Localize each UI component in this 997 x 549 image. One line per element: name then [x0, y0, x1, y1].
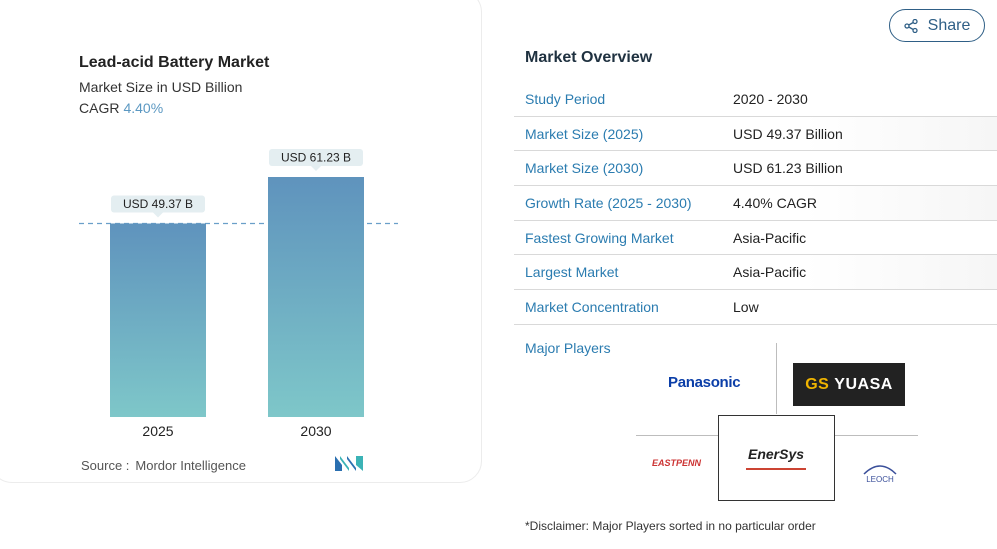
overview-value: Asia-Pacific	[733, 264, 807, 281]
overview-key[interactable]: Growth Rate (2025 - 2030)	[525, 194, 692, 211]
overview-row: Study Period 2020 - 2030	[514, 82, 997, 117]
share-button[interactable]: Share	[889, 9, 985, 42]
x-tick-label: 2025	[142, 423, 173, 439]
share-icon	[903, 18, 918, 33]
cagr-value: 4.40%	[123, 100, 164, 116]
overview-key[interactable]: Market Concentration	[525, 298, 659, 315]
major-players-grid: Panasonic GS YUASA EnerSys EASTPENN LEOC…	[636, 343, 918, 501]
chart-subtitle: Market Size in USD Billion	[79, 79, 243, 95]
overview-value: Low	[733, 298, 759, 315]
overview-row: Market Size (2025) USD 49.37 Billion	[514, 116, 997, 152]
overview-value: Asia-Pacific	[733, 229, 807, 246]
mordor-intelligence-logo	[335, 456, 363, 471]
data-label-bg	[269, 149, 363, 166]
data-label: USD 49.37 B	[123, 197, 193, 211]
source-label: Source :	[81, 458, 130, 473]
bar	[110, 223, 206, 417]
chart-source: Source : Mordor Intelligence	[81, 458, 246, 473]
bar-chart: USD 49.37 B 2025 USD 61.23 B 2030	[79, 149, 398, 439]
enersys-underline	[746, 468, 806, 470]
share-label: Share	[927, 16, 971, 34]
gs-yuasa-prefix: GS	[805, 375, 830, 393]
player-frame	[718, 415, 835, 501]
overview-row: Largest Market Asia-Pacific	[514, 255, 997, 291]
market-overview-title: Market Overview	[525, 49, 653, 66]
data-label: USD 61.23 B	[281, 151, 351, 165]
overview-value: USD 61.23 Billion	[733, 160, 843, 177]
eastpenn-logo[interactable]: EASTPENN	[652, 458, 702, 468]
overview-value: USD 49.37 Billion	[733, 125, 843, 142]
panasonic-logo[interactable]: Panasonic	[668, 374, 741, 391]
gs-yuasa-logo[interactable]: GS YUASA	[793, 363, 905, 406]
divider	[776, 343, 777, 414]
overview-row: Fastest Growing Market Asia-Pacific	[514, 221, 997, 256]
overview-value: 2020 - 2030	[733, 90, 808, 107]
x-tick-label: 2030	[300, 423, 331, 439]
enersys-logo[interactable]: EnerSys	[748, 446, 805, 462]
cagr-label: CAGR	[79, 100, 120, 116]
chart-cagr: CAGR 4.40%	[79, 100, 163, 116]
leoch-logo-text: LEOCH	[866, 475, 894, 484]
disclaimer: *Disclaimer: Major Players sorted in no …	[525, 519, 816, 533]
gs-yuasa-name: YUASA	[834, 375, 893, 393]
overview-row: Market Concentration Low	[514, 290, 997, 325]
market-size-chart-card	[0, 0, 482, 483]
leoch-logo[interactable]: LEOCH	[858, 460, 902, 486]
overview-key[interactable]: Market Size (2025)	[525, 125, 644, 142]
overview-key[interactable]: Fastest Growing Market	[525, 229, 674, 246]
overview-row: Growth Rate (2025 - 2030) 4.40% CAGR	[514, 186, 997, 221]
overview-value: 4.40% CAGR	[733, 194, 818, 211]
data-label-pointer	[153, 212, 163, 218]
overview-row: Market Size (2030) USD 61.23 Billion	[514, 151, 997, 187]
market-overview-table: Study Period 2020 - 2030 Market Size (20…	[514, 82, 997, 325]
data-label-pointer	[311, 166, 321, 171]
data-label-bg	[111, 195, 205, 213]
overview-key[interactable]: Study Period	[525, 90, 606, 107]
overview-key[interactable]: Market Size (2030)	[525, 160, 644, 177]
chart-title: Lead-acid Battery Market	[79, 54, 270, 71]
source-value: Mordor Intelligence	[135, 458, 246, 473]
overview-key[interactable]: Largest Market	[525, 264, 619, 281]
major-players-label[interactable]: Major Players	[525, 340, 611, 356]
bar	[268, 177, 364, 417]
